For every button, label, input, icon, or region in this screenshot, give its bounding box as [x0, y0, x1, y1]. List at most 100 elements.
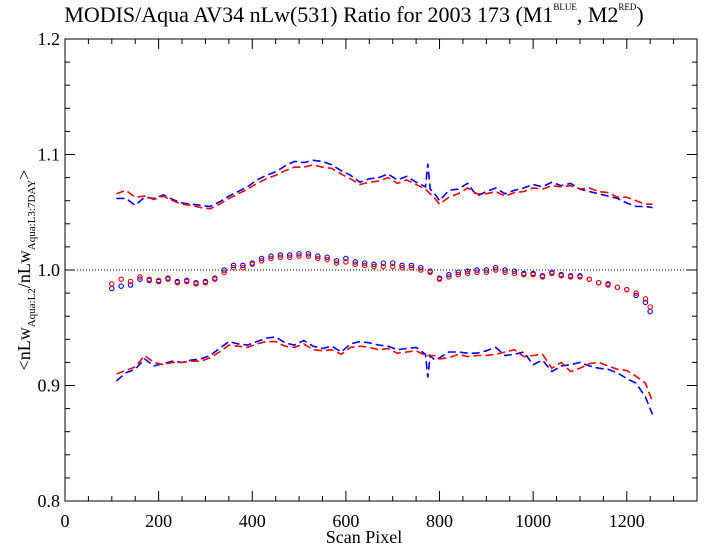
data-point — [305, 251, 312, 257]
data-point — [221, 269, 227, 276]
data-point — [137, 276, 143, 282]
data-point — [492, 264, 499, 271]
data-point — [380, 260, 387, 266]
data-point — [474, 267, 480, 273]
ylabel-lt: < — [14, 360, 35, 371]
data-point — [193, 281, 199, 287]
data-point — [333, 258, 340, 264]
data-point — [240, 262, 246, 269]
data-point — [277, 252, 284, 258]
data-point — [483, 267, 490, 273]
data-point — [249, 261, 256, 267]
title-text: MODIS/Aqua AV34 nLw(531) Ratio for 2003 … — [64, 2, 554, 27]
data-point — [492, 267, 499, 273]
data-point — [408, 262, 415, 269]
data-point — [296, 251, 302, 257]
series-points-m1-blue-mean — [109, 251, 653, 315]
data-point — [502, 267, 508, 273]
data-point — [464, 268, 471, 274]
data-point — [118, 276, 124, 282]
data-point — [614, 284, 621, 291]
data-point — [389, 263, 396, 270]
data-point — [352, 259, 359, 265]
data-point — [483, 269, 490, 276]
data-point — [464, 270, 471, 277]
data-point — [286, 254, 293, 261]
data-point — [446, 274, 452, 280]
data-point — [174, 279, 181, 286]
data-point — [343, 259, 349, 265]
data-point — [127, 278, 134, 285]
data-point — [361, 260, 368, 266]
data-point — [371, 261, 377, 267]
title-sup-red: RED — [618, 2, 637, 12]
data-point — [624, 286, 630, 293]
data-point — [183, 278, 190, 285]
data-point — [642, 296, 649, 302]
data-point — [315, 255, 321, 262]
y-axis-label: <nLwAqua:L2/nLwAqua:L3:7DAY> — [14, 170, 38, 371]
data-point — [240, 264, 246, 271]
data-point — [109, 281, 115, 287]
data-point — [642, 299, 649, 306]
y-tick-label: 1.1 — [38, 145, 61, 165]
y-tick-label: 1.0 — [38, 260, 61, 280]
x-tick-label: 400 — [239, 511, 266, 531]
series-line-m1-blue-lower — [115, 336, 654, 415]
data-point — [521, 271, 527, 278]
data-point — [361, 262, 368, 269]
data-point — [268, 255, 274, 262]
x-axis-label: Scan Pixel — [325, 527, 403, 547]
data-point — [455, 269, 461, 276]
data-point — [427, 269, 433, 276]
y-tick-label: 0.9 — [38, 376, 61, 396]
x-tick-label: 200 — [145, 511, 172, 531]
series-line-m1-blue-upper — [116, 159, 653, 209]
data-point — [647, 308, 653, 315]
ylabel-part2: /nLw — [14, 250, 35, 289]
data-point — [567, 274, 574, 280]
data-point — [436, 276, 443, 282]
data-point — [258, 258, 265, 264]
data-point — [212, 276, 218, 282]
data-point — [549, 270, 555, 277]
ylabel-gt: > — [14, 169, 35, 180]
series-points-m2-red-mean — [109, 253, 653, 310]
data-point — [155, 277, 162, 284]
data-point — [202, 279, 209, 286]
chart-title: MODIS/Aqua AV34 nLw(531) Ratio for 2003 … — [0, 2, 708, 28]
data-point — [343, 255, 349, 262]
data-point — [399, 264, 405, 271]
x-tick-label: 1200 — [609, 511, 645, 531]
series-layer — [109, 159, 654, 415]
data-point — [109, 285, 115, 292]
data-point — [511, 270, 518, 277]
data-point — [127, 282, 134, 288]
data-point — [146, 276, 153, 282]
data-point — [530, 271, 536, 278]
data-point — [333, 260, 340, 266]
data-point — [539, 274, 546, 280]
data-point — [633, 292, 639, 299]
series-line-m2-red-upper — [116, 164, 653, 210]
data-point — [399, 262, 405, 269]
data-point — [633, 290, 639, 296]
data-point — [577, 274, 583, 280]
x-tick-label: 0 — [61, 511, 70, 531]
data-point — [418, 267, 424, 273]
data-point — [408, 264, 415, 271]
ylabel-part1: nLw — [14, 327, 35, 361]
y-tick-label: 1.2 — [38, 29, 61, 49]
data-point — [418, 264, 424, 271]
title-text-end: ) — [636, 2, 644, 27]
data-point — [268, 253, 274, 259]
data-point — [286, 252, 293, 258]
title-text-mid: , M2 — [576, 2, 619, 27]
data-point — [230, 262, 237, 269]
data-point — [277, 254, 284, 261]
data-point — [324, 254, 330, 261]
data-point — [315, 253, 321, 259]
data-point — [586, 276, 593, 282]
data-point — [352, 261, 359, 267]
